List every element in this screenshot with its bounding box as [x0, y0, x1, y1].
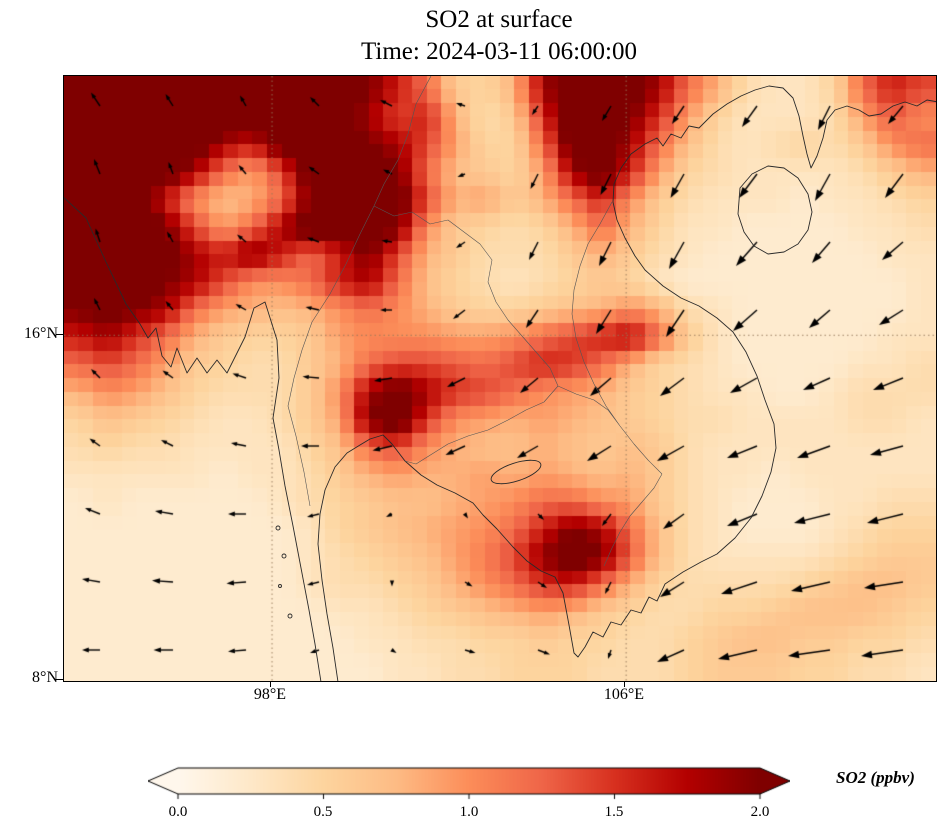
y-tick-label-8n: 8°N — [32, 669, 58, 686]
y-tick-label-16n: 16°N — [24, 325, 58, 342]
small-island — [287, 613, 293, 619]
colorbar-tick-label: 1.5 — [604, 804, 624, 820]
colorbar-tick-label: 2.0 — [750, 804, 770, 820]
colorbar-tick-label: 0.0 — [168, 804, 188, 820]
axis-tick — [624, 681, 625, 687]
colorbar-canvas — [148, 766, 790, 804]
coastlines-overlay — [64, 76, 936, 681]
chart-title: SO2 at surface — [425, 6, 573, 33]
chart-subtitle-time: Time: 2024-03-11 06:00:00 — [361, 38, 637, 65]
hainan-island-outline — [737, 165, 813, 255]
small-island — [278, 584, 282, 588]
axis-tick — [270, 681, 271, 687]
small-island — [281, 553, 287, 559]
colorbar-tick-label: 0.5 — [313, 804, 333, 820]
small-island — [275, 525, 281, 531]
coastline-east-path — [317, 85, 936, 681]
x-tick-label-98e: 98°E — [253, 686, 287, 703]
axis-tick — [56, 334, 63, 335]
colorbar-tick-label: 1.0 — [459, 804, 479, 820]
country-borders-path — [287, 76, 663, 567]
so2-heatmap-canvas — [64, 76, 936, 681]
coastline-west-path — [64, 197, 322, 681]
axis-tick — [56, 679, 63, 680]
map-plot-area — [63, 75, 937, 682]
colorbar — [148, 766, 790, 804]
colorbar-label: SO2 (ppbv) — [836, 768, 915, 787]
x-tick-label-106e: 106°E — [603, 686, 645, 703]
tonle-sap-lake-outline — [490, 459, 542, 485]
